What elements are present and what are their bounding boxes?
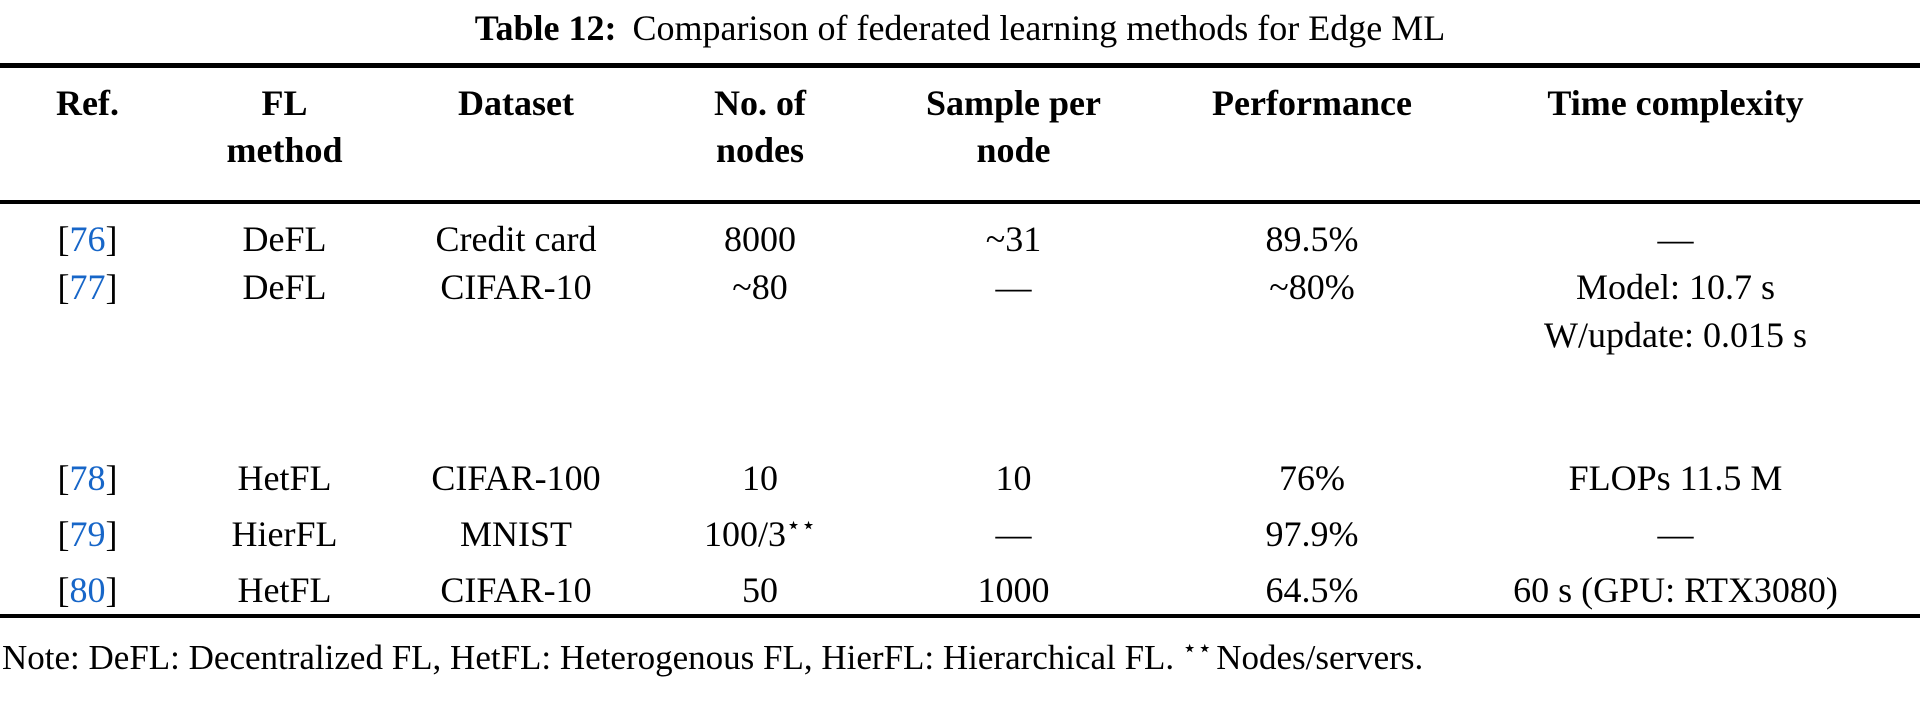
citation-bracket-open: [ [57, 570, 70, 610]
fl-method-cell: HierFL [231, 514, 338, 554]
citation-link-79[interactable]: 79 [69, 514, 106, 554]
table-header: Ref. FL method Dataset No. of nodes Samp… [0, 65, 1920, 204]
dataset-cell: CIFAR-100 [431, 458, 601, 498]
col-header-dataset: Dataset [394, 65, 638, 204]
comparison-table: Ref. FL method Dataset No. of nodes Samp… [0, 63, 1920, 618]
footnote-star-marker: ⋆⋆ [1182, 636, 1213, 663]
col-header-sample-per-node: Sample per node [882, 65, 1145, 204]
col-header-ref: Ref. [0, 65, 175, 204]
citation-link-76[interactable]: 76 [69, 219, 106, 259]
col-header-no-of-nodes: No. of nodes [638, 65, 882, 204]
time-complexity-cell: Model: 10.7 s W/update: 0.015 s [1544, 267, 1807, 355]
table-caption-text: Comparison of federated learning methods… [632, 8, 1446, 48]
samples-cell: 1000 [977, 570, 1050, 610]
performance-cell: 76% [1279, 458, 1345, 498]
table-row: [80] HetFL CIFAR-10 50 1000 64.5% 60 s (… [0, 558, 1920, 616]
spacer-row [0, 359, 1920, 454]
header-row: Ref. FL method Dataset No. of nodes Samp… [0, 65, 1920, 204]
citation-bracket-open: [ [57, 219, 70, 259]
samples-cell: — [995, 267, 1032, 307]
nodes-cell: 8000 [724, 219, 796, 259]
table-row: [79] HierFL MNIST 100/3⋆⋆ — 97.9% — [0, 502, 1920, 558]
dataset-cell: Credit card [435, 219, 597, 259]
time-complexity-cell: — [1657, 219, 1694, 259]
samples-cell: — [995, 514, 1032, 554]
fl-method-cell: HetFL [237, 458, 332, 498]
performance-cell: 89.5% [1265, 219, 1359, 259]
footnote-suffix: Nodes/servers. [1216, 638, 1424, 677]
citation-bracket-open: [ [57, 267, 70, 307]
performance-cell: ~80% [1269, 267, 1355, 307]
time-complexity-cell: 60 s (GPU: RTX3080) [1513, 570, 1838, 610]
col-header-time-complexity: Time complexity [1479, 65, 1920, 204]
ref-cell: [78] [0, 454, 175, 502]
table-footnote: Note: DeFL: Decentralized FL, HetFL: Het… [2, 635, 1920, 681]
time-complexity-cell: — [1657, 514, 1694, 554]
samples-cell: 10 [995, 458, 1032, 498]
table-row: [76] DeFL Credit card 8000 ~31 89.5% — [0, 202, 1920, 263]
table-caption-label: Table 12: [474, 8, 617, 48]
nodes-superscript: ⋆⋆ [785, 513, 817, 539]
nodes-cell: 10 [742, 458, 778, 498]
citation-bracket-open: [ [57, 514, 70, 554]
ref-cell: [77] [0, 263, 175, 359]
samples-cell: ~31 [985, 219, 1042, 259]
time-complexity-cell: FLOPs 11.5 M [1568, 458, 1783, 498]
citation-bracket-close: ] [105, 570, 118, 610]
ref-cell: [79] [0, 502, 175, 558]
fl-method-cell: DeFL [242, 219, 327, 259]
citation-link-80[interactable]: 80 [69, 570, 106, 610]
footnote-text: Note: DeFL: Decentralized FL, HetFL: Het… [2, 638, 1175, 677]
fl-method-cell: HetFL [237, 570, 332, 610]
nodes-cell: ~80 [732, 267, 788, 307]
dataset-cell: CIFAR-10 [440, 570, 592, 610]
fl-method-cell: DeFL [242, 267, 327, 307]
nodes-cell: 50 [742, 570, 778, 610]
dataset-cell: CIFAR-10 [440, 267, 592, 307]
ref-cell: [76] [0, 202, 175, 263]
citation-bracket-close: ] [105, 458, 118, 498]
col-header-fl-method: FL method [175, 65, 394, 204]
citation-link-77[interactable]: 77 [69, 267, 106, 307]
citation-bracket-close: ] [105, 514, 118, 554]
table-row: [78] HetFL CIFAR-100 10 10 76% FLOPs 11.… [0, 454, 1920, 502]
performance-cell: 64.5% [1265, 570, 1359, 610]
citation-bracket-close: ] [105, 267, 118, 307]
citation-link-78[interactable]: 78 [69, 458, 106, 498]
table-caption: Table 12: Comparison of federated learnin… [0, 0, 1920, 50]
citation-bracket-close: ] [105, 219, 118, 259]
citation-bracket-open: [ [57, 458, 70, 498]
col-header-performance: Performance [1145, 65, 1479, 204]
nodes-cell: 100/3⋆⋆ [703, 513, 817, 554]
table-row: [77] DeFL CIFAR-10 ~80 — ~80% Model: 10.… [0, 263, 1920, 359]
dataset-cell: MNIST [459, 514, 572, 554]
ref-cell: [80] [0, 558, 175, 616]
table-body: [76] DeFL Credit card 8000 ~31 89.5% — [… [0, 202, 1920, 616]
performance-cell: 97.9% [1265, 514, 1359, 554]
